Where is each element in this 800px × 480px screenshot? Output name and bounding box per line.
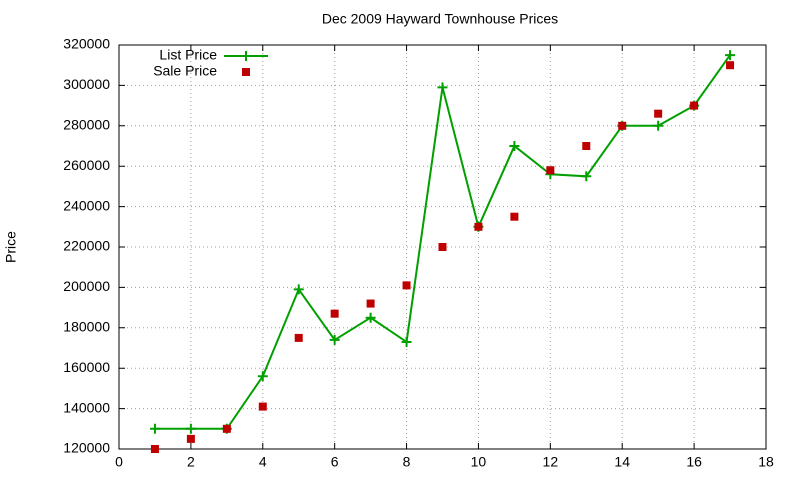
data-point bbox=[581, 171, 592, 182]
data-point bbox=[653, 120, 664, 131]
plot-border bbox=[118, 44, 767, 450]
data-point bbox=[618, 121, 627, 130]
chart-title: Dec 2009 Hayward Townhouse Prices bbox=[322, 11, 558, 27]
data-point bbox=[150, 445, 159, 453]
legend-label: Sale Price bbox=[153, 63, 217, 79]
data-point bbox=[366, 299, 375, 308]
x-tick-label: 18 bbox=[758, 454, 774, 470]
legend-label: List Price bbox=[159, 47, 217, 63]
x-tick-label: 10 bbox=[471, 454, 487, 470]
data-point bbox=[654, 109, 663, 118]
y-tick-label: 260000 bbox=[63, 157, 110, 173]
data-point bbox=[546, 166, 555, 175]
y-tick-label: 240000 bbox=[63, 197, 110, 213]
x-tick-label: 2 bbox=[187, 454, 195, 470]
data-point bbox=[294, 333, 303, 342]
data-point bbox=[726, 61, 735, 70]
y-tick-label: 140000 bbox=[63, 399, 110, 415]
data-point bbox=[401, 336, 412, 347]
data-point bbox=[222, 424, 231, 433]
x-tick-label: 12 bbox=[543, 454, 559, 470]
data-point bbox=[582, 142, 591, 150]
y-axis-label: Price bbox=[3, 231, 19, 263]
data-point bbox=[438, 243, 447, 251]
y-tick-label: 120000 bbox=[63, 440, 110, 456]
y-tick-label: 160000 bbox=[63, 359, 110, 375]
data-point bbox=[474, 222, 483, 231]
data-point bbox=[257, 371, 268, 382]
y-tick-label: 200000 bbox=[63, 278, 110, 294]
data-point bbox=[186, 434, 195, 443]
data-point bbox=[258, 402, 267, 411]
x-tick-label: 6 bbox=[331, 454, 339, 470]
x-tick-label: 0 bbox=[115, 454, 123, 470]
data-point bbox=[293, 284, 304, 295]
data-point bbox=[725, 50, 736, 61]
x-tick-label: 8 bbox=[403, 454, 411, 470]
data-point bbox=[185, 423, 196, 434]
data-point bbox=[365, 312, 376, 323]
y-tick-label: 280000 bbox=[63, 117, 110, 133]
y-tick-label: 180000 bbox=[63, 319, 110, 335]
data-point bbox=[329, 334, 340, 345]
data-point bbox=[690, 101, 699, 110]
data-point bbox=[149, 423, 160, 434]
data-point bbox=[437, 82, 448, 93]
x-tick-label: 14 bbox=[614, 454, 630, 470]
x-tick-label: 16 bbox=[686, 454, 702, 470]
y-tick-label: 320000 bbox=[63, 36, 110, 52]
data-point bbox=[510, 212, 519, 221]
y-tick-label: 220000 bbox=[63, 238, 110, 254]
data-point bbox=[402, 281, 411, 290]
y-tick-label: 300000 bbox=[63, 76, 110, 92]
series-line bbox=[154, 54, 731, 430]
legend-marker bbox=[241, 51, 251, 61]
data-point bbox=[330, 309, 339, 318]
data-point bbox=[509, 141, 520, 151]
x-tick-label: 4 bbox=[259, 454, 267, 470]
legend-marker bbox=[242, 68, 250, 76]
